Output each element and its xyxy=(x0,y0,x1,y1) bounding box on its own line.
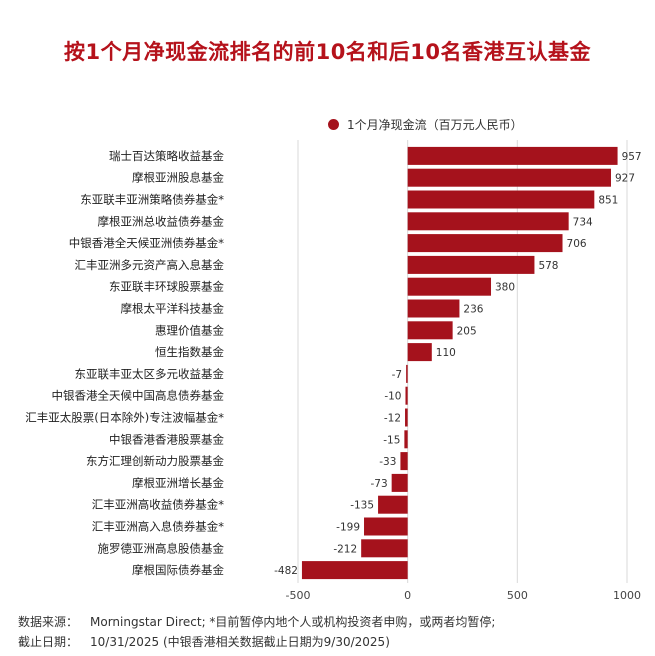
source-text: Morningstar Direct; *目前暂停内地个人或机构投资者申购，或两… xyxy=(90,615,496,629)
date-line: 截止日期： 10/31/2025 (中银香港相关数据截止日期为9/30/2025) xyxy=(18,632,495,652)
bar xyxy=(407,321,453,340)
legend-label: 1个月净现金流（百万元人民币） xyxy=(347,117,523,132)
date-label: 截止日期： xyxy=(18,635,79,649)
value-label: -199 xyxy=(336,522,360,534)
bar xyxy=(407,299,460,318)
category-label: 摩根亚洲总收益债券基金 xyxy=(98,214,225,228)
category-label: 摩根太平洋科技基金 xyxy=(121,302,225,316)
category-label: 汇丰亚洲高入息债券基金* xyxy=(92,520,224,534)
category-label: 惠理价值基金 xyxy=(155,323,224,337)
bar xyxy=(407,255,535,274)
bar xyxy=(404,430,408,449)
value-label: -12 xyxy=(384,413,401,425)
value-label: 734 xyxy=(573,216,593,228)
x-tick-label: -500 xyxy=(286,589,311,602)
value-label: 927 xyxy=(615,173,635,185)
bar xyxy=(361,539,408,558)
x-tick-label: 500 xyxy=(507,589,528,602)
bar xyxy=(407,234,563,253)
bar xyxy=(400,452,408,471)
category-label: 东亚联丰亚洲策略债券基金* xyxy=(80,193,224,207)
category-label: 东方汇理创新动力股票基金 xyxy=(86,454,224,468)
bar xyxy=(364,517,408,536)
value-label: 110 xyxy=(436,347,456,359)
value-label: 205 xyxy=(457,325,477,337)
bar xyxy=(378,495,408,514)
category-label: 中银香港全天候亚洲债券基金* xyxy=(69,236,224,250)
category-label: 摩根国际债券基金 xyxy=(132,563,224,577)
category-label: 摩根亚洲增长基金 xyxy=(132,476,224,490)
bar-chart: -500 0 500 1000 瑞士百达策略收益基金 957 摩根亚洲股息基金 927 东亚联丰… xyxy=(25,140,642,602)
value-label: 957 xyxy=(622,151,642,163)
bar xyxy=(407,190,595,209)
bar xyxy=(405,386,408,405)
bar xyxy=(391,473,408,492)
category-label: 恒生指数基金 xyxy=(155,345,224,359)
value-label: -15 xyxy=(383,434,400,446)
value-label: 706 xyxy=(567,238,587,250)
category-label: 东亚联丰环球股票基金 xyxy=(109,280,224,294)
source-label: 数据来源： xyxy=(18,615,79,629)
category-label: 东亚联丰亚太区多元收益基金 xyxy=(75,367,225,381)
value-label: 380 xyxy=(495,282,515,294)
chart-title: 按1个月净现金流排名的前10名和后10名香港互认基金 xyxy=(63,40,592,64)
footer: 数据来源： Morningstar Direct; *目前暂停内地个人或机构投资者… xyxy=(18,612,495,652)
category-label: 汇丰亚太股票(日本除外)专注波幅基金* xyxy=(25,411,224,425)
value-label: -482 xyxy=(274,565,298,577)
category-label: 中银香港香港股票基金 xyxy=(109,432,224,446)
value-label: 851 xyxy=(598,195,618,207)
date-text: 10/31/2025 (中银香港相关数据截止日期为9/30/2025) xyxy=(90,635,390,649)
category-label: 施罗德亚洲高息股债基金 xyxy=(98,541,225,555)
bar xyxy=(407,343,432,362)
category-label: 中银香港全天候中国高息债券基金 xyxy=(52,389,225,403)
bar xyxy=(407,168,611,187)
value-label: 236 xyxy=(463,304,483,316)
category-label: 瑞士百达策略收益基金 xyxy=(109,149,224,163)
bar xyxy=(407,277,492,296)
legend: 1个月净现金流（百万元人民币） xyxy=(328,116,523,132)
category-label: 摩根亚洲股息基金 xyxy=(132,171,224,185)
x-tick-label: 1000 xyxy=(613,589,641,602)
bar xyxy=(406,364,408,383)
legend-marker xyxy=(328,118,339,130)
category-label: 汇丰亚洲多元资产高入息基金 xyxy=(75,258,225,272)
bar xyxy=(301,561,408,580)
bar xyxy=(405,408,408,427)
x-tick-label: 0 xyxy=(404,589,411,602)
value-label: -10 xyxy=(384,391,401,403)
value-label: 578 xyxy=(538,260,558,272)
value-label: -33 xyxy=(379,456,396,468)
value-label: -73 xyxy=(370,478,387,490)
bar xyxy=(407,146,618,165)
category-label: 汇丰亚洲高收益债券基金* xyxy=(92,498,224,512)
source-line: 数据来源： Morningstar Direct; *目前暂停内地个人或机构投资者… xyxy=(18,612,495,632)
value-label: -212 xyxy=(333,543,357,555)
value-label: -7 xyxy=(392,369,402,381)
value-label: -135 xyxy=(350,500,374,512)
bar xyxy=(407,212,569,231)
